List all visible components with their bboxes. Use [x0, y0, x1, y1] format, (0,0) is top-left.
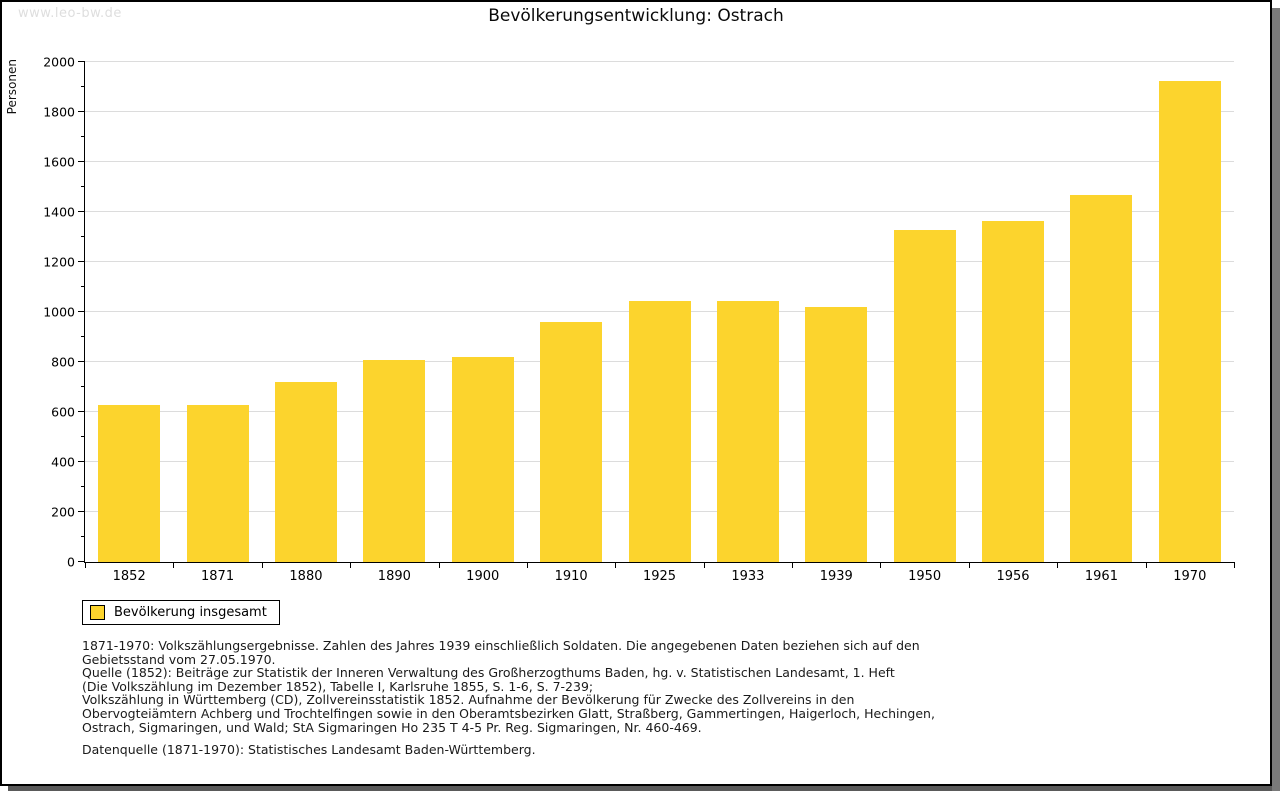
footnote-line: Volkszählung in Württemberg (CD), Zollve… [82, 692, 855, 708]
x-axis-tick [880, 562, 882, 568]
bar-1939 [805, 307, 868, 562]
gridline [85, 61, 1234, 62]
bar-1910 [540, 322, 603, 562]
y-tick-label: 600 [51, 404, 75, 420]
y-tick-label: 1000 [43, 304, 75, 320]
bar-1925 [628, 300, 691, 562]
x-tick-label-1925: 1925 [642, 569, 677, 584]
x-tick-label-1900: 1900 [466, 569, 500, 584]
x-axis-tick [350, 562, 352, 568]
x-axis-tick [615, 562, 617, 568]
bar-1880 [274, 382, 337, 562]
x-axis-tick [1057, 562, 1059, 568]
footnote-line: Gebietsstand vom 27.05.1970. [82, 651, 276, 667]
chart-title: Bevölkerungsentwicklung: Ostrach [488, 6, 784, 26]
x-tick-label-1956: 1956 [996, 569, 1030, 584]
x-tick-label-1950: 1950 [908, 569, 942, 584]
bar-1933 [716, 300, 779, 562]
footnotes-block: 1871-1970: Volkszählungsergebnisse. Zahl… [82, 639, 935, 734]
y-major-tick [78, 361, 85, 362]
y-major-tick [78, 161, 85, 162]
gridline [85, 161, 1234, 162]
y-major-tick [78, 561, 85, 562]
bar-1890 [363, 359, 426, 562]
y-minor-tick [81, 536, 85, 537]
bar-1871 [186, 404, 249, 562]
y-tick-label: 0 [67, 554, 75, 570]
y-minor-tick [81, 386, 85, 387]
y-minor-tick [81, 436, 85, 437]
bar-1956 [982, 220, 1045, 562]
y-tick-label: 200 [51, 504, 75, 520]
legend-swatch-icon [90, 605, 105, 620]
bar-1950 [893, 229, 956, 562]
y-tick-label: 400 [51, 454, 75, 470]
x-tick-label-1939: 1939 [819, 569, 853, 584]
y-major-tick [78, 61, 85, 62]
y-major-tick [78, 411, 85, 412]
y-minor-tick [81, 136, 85, 137]
x-axis-tick [261, 562, 263, 568]
footnote-line: Obervogteiämtern Achberg und Trochtelfin… [82, 705, 935, 721]
x-tick-label-1852: 1852 [112, 569, 146, 584]
y-minor-tick [81, 286, 85, 287]
watermark: www.leo-bw.de [18, 6, 122, 21]
x-axis-tick [1234, 562, 1235, 568]
bar-1900 [451, 357, 514, 562]
footnote-line: Quelle (1852): Beiträge zur Statistik de… [82, 665, 895, 681]
legend-label: Bevölkerung insgesamt [114, 605, 267, 620]
gridline [85, 261, 1234, 262]
x-tick-label-1910: 1910 [554, 569, 588, 584]
x-axis-tick [85, 562, 86, 568]
y-tick-label: 1800 [43, 104, 75, 120]
footnote-line: 1871-1970: Volkszählungsergebnisse. Zahl… [82, 638, 920, 653]
datasource-line: Datenquelle (1871-1970): Statistisches L… [82, 742, 536, 757]
y-tick-label: 1400 [43, 204, 75, 220]
y-major-tick [78, 311, 85, 312]
y-tick-label: 2000 [43, 54, 75, 70]
window-shadow-bottom [8, 786, 1272, 791]
x-tick-label-1961: 1961 [1084, 569, 1118, 584]
x-tick-label-1933: 1933 [731, 569, 765, 584]
gridline [85, 211, 1234, 212]
legend: Bevölkerung insgesamt [82, 600, 280, 625]
x-axis-tick [1145, 562, 1147, 568]
y-minor-tick [81, 186, 85, 187]
bar-1970 [1158, 80, 1221, 562]
x-tick-label-1970: 1970 [1173, 569, 1207, 584]
x-axis-tick [968, 562, 970, 568]
x-axis-tick [173, 562, 175, 568]
y-minor-tick [81, 86, 85, 87]
y-axis-title: Personen [5, 59, 19, 115]
y-major-tick [78, 461, 85, 462]
y-major-tick [78, 511, 85, 512]
y-major-tick [78, 211, 85, 212]
x-axis-tick [438, 562, 440, 568]
footnote-line: Ostrach, Sigmaringen, und Wald; StA Sigm… [82, 719, 702, 735]
gridline [85, 111, 1234, 112]
x-tick-label-1880: 1880 [289, 569, 323, 584]
y-major-tick [78, 261, 85, 262]
y-minor-tick [81, 486, 85, 487]
plot-area: 0 200 400 600 800 1000 1200 1400 1600 1800 2000 185… [43, 55, 1235, 584]
y-tick-label: 800 [51, 354, 75, 370]
x-tick-label-1890: 1890 [377, 569, 411, 584]
y-tick-label: 1600 [43, 154, 75, 170]
bar-1961 [1070, 194, 1133, 562]
x-tick-label-1871: 1871 [201, 569, 235, 584]
window-shadow-right [1272, 8, 1280, 791]
y-minor-tick [81, 236, 85, 237]
y-major-tick [78, 111, 85, 112]
x-axis-tick [526, 562, 528, 568]
y-minor-tick [81, 336, 85, 337]
bar-1852 [98, 404, 161, 562]
footnote-line: (Die Volkszählung im Dezember 1852), Tab… [82, 678, 594, 694]
y-tick-label: 1200 [43, 254, 75, 270]
x-axis-tick [703, 562, 705, 568]
x-axis-tick [792, 562, 794, 568]
